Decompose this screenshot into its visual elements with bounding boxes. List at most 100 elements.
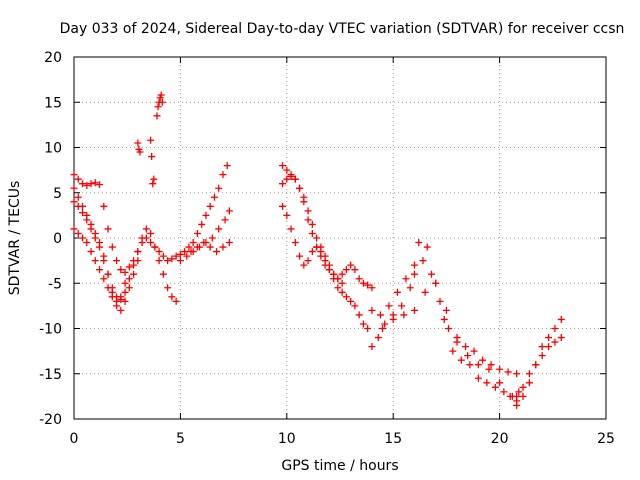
data-point — [374, 334, 382, 342]
series-track-4 — [70, 225, 129, 305]
x-tick-label: 10 — [278, 431, 296, 447]
data-point — [291, 239, 299, 247]
data-point — [74, 193, 82, 201]
data-point — [304, 216, 312, 224]
data-point — [172, 252, 180, 260]
data-point — [104, 225, 112, 233]
data-point — [100, 257, 108, 265]
data-point — [351, 302, 359, 310]
data-point — [538, 343, 546, 351]
data-point — [291, 175, 299, 183]
data-point — [545, 334, 553, 342]
data-point — [134, 257, 142, 265]
data-point — [334, 275, 342, 283]
data-point — [79, 209, 87, 217]
data-point — [557, 315, 565, 323]
data-point — [206, 243, 214, 251]
data-point — [506, 392, 514, 400]
data-point — [321, 257, 329, 265]
data-point — [423, 243, 431, 251]
data-point — [464, 352, 472, 360]
data-point — [91, 234, 99, 242]
data-point — [104, 270, 112, 278]
data-point — [338, 279, 346, 287]
data-point — [470, 347, 478, 355]
data-point — [130, 261, 138, 269]
data-point — [79, 234, 87, 242]
chart-title: Day 033 of 2024, Sidereal Day-to-day VTE… — [60, 21, 625, 37]
data-point — [519, 383, 527, 391]
data-point — [149, 180, 157, 188]
y-tick-label: 20 — [44, 50, 62, 66]
data-point — [74, 229, 82, 237]
data-point — [181, 248, 189, 256]
data-point — [453, 334, 461, 342]
data-point — [347, 297, 355, 305]
data-point — [91, 179, 99, 187]
axes: 0 5 10 15 20 25 -20 -15 -10 -5 0 5 10 15 20 — [39, 50, 615, 447]
data-point — [557, 334, 565, 342]
data-point — [206, 202, 214, 210]
data-point — [515, 388, 523, 396]
data-point — [193, 243, 201, 251]
data-point — [153, 112, 161, 120]
data-point — [151, 243, 159, 251]
data-point — [225, 207, 233, 215]
series-spike-1 — [134, 91, 166, 188]
data-point — [428, 270, 436, 278]
y-tick-label: -10 — [39, 322, 62, 338]
data-point — [338, 270, 346, 278]
data-point — [79, 180, 87, 188]
data-point — [359, 320, 367, 328]
data-point — [202, 211, 210, 219]
data-point — [223, 162, 231, 170]
data-point — [130, 270, 138, 278]
data-point — [219, 171, 227, 179]
data-point — [113, 297, 121, 305]
data-point — [70, 184, 78, 192]
data-point — [74, 175, 82, 183]
data-point — [496, 379, 504, 387]
data-point — [221, 216, 229, 224]
data-point — [225, 239, 233, 247]
data-point — [104, 284, 112, 292]
series-track-6 — [187, 239, 233, 256]
data-point — [364, 325, 372, 332]
data-point — [525, 370, 533, 378]
data-point — [421, 288, 429, 296]
data-point — [432, 279, 440, 287]
data-point — [304, 257, 312, 265]
data-point — [219, 243, 227, 251]
data-point — [83, 182, 91, 190]
data-point — [147, 229, 155, 237]
data-point — [70, 171, 78, 179]
data-point — [159, 252, 167, 260]
x-axis-title: GPS time / hours — [281, 458, 398, 474]
data-point — [121, 268, 129, 276]
series-track-12 — [379, 279, 521, 409]
data-point — [215, 225, 223, 233]
data-point — [83, 216, 91, 224]
data-point — [187, 248, 195, 256]
data-point — [496, 365, 504, 373]
data-point — [313, 234, 321, 242]
data-point — [121, 279, 129, 287]
y-tick-label: -5 — [48, 276, 62, 292]
data-point — [525, 379, 533, 387]
data-point — [500, 388, 508, 396]
y-tick-label: -20 — [39, 412, 62, 428]
data-point — [155, 257, 163, 265]
data-point — [545, 343, 553, 351]
data-point — [338, 288, 346, 296]
data-point — [393, 288, 401, 296]
data-point — [400, 311, 408, 319]
data-point — [300, 198, 308, 206]
data-point — [304, 207, 312, 215]
data-point — [87, 248, 95, 256]
data-point — [136, 148, 144, 156]
data-point — [117, 266, 125, 274]
data-point — [300, 261, 308, 269]
data-point — [96, 243, 104, 251]
